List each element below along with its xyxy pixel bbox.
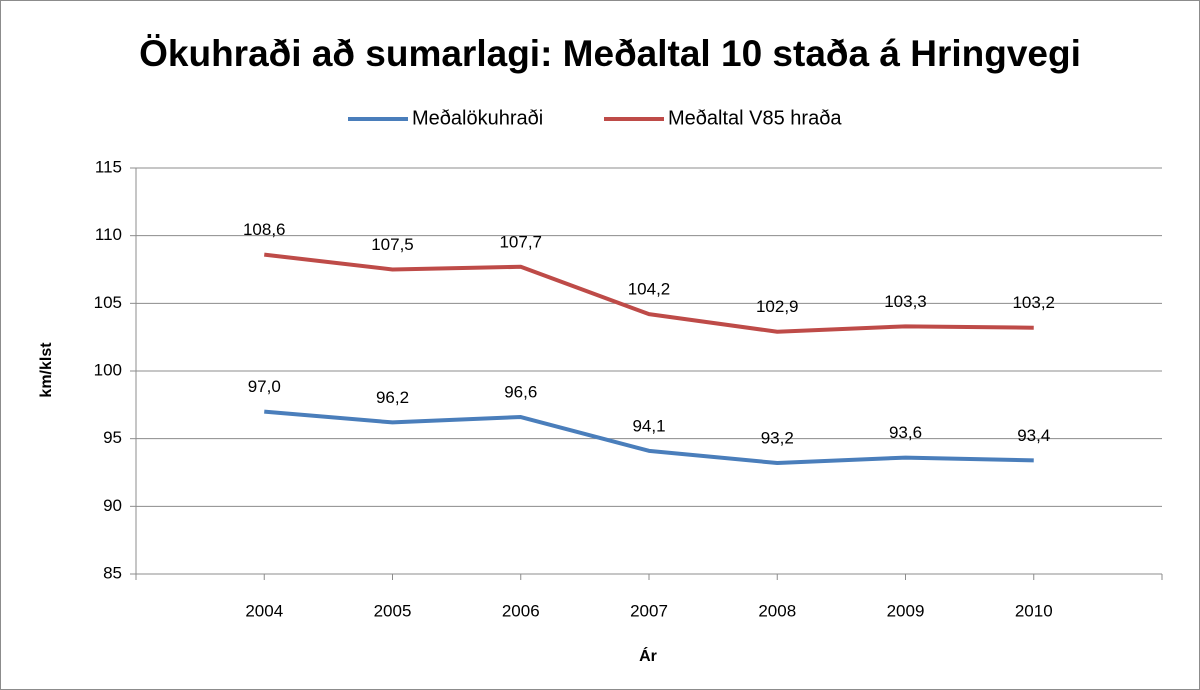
data-label: 108,6 <box>243 220 286 239</box>
series-line <box>264 409 1034 466</box>
chart-title: Ökuhraði að sumarlagi: Meðaltal 10 staða… <box>139 33 1081 74</box>
x-tick-label: 2009 <box>887 601 925 620</box>
series-line <box>264 252 1034 334</box>
legend-label: Meðaltal V85 hraða <box>668 107 842 129</box>
data-label: 102,9 <box>756 297 799 316</box>
data-label: 93,4 <box>1017 426 1050 445</box>
data-label: 104,2 <box>628 280 671 299</box>
x-tick-label: 2004 <box>245 601 283 620</box>
x-tick-label: 2005 <box>374 601 412 620</box>
data-label: 103,3 <box>884 292 927 311</box>
y-tick-label: 110 <box>95 225 122 244</box>
data-label: 107,5 <box>371 235 414 254</box>
y-tick-label: 85 <box>103 563 122 582</box>
x-tick-label: 2007 <box>630 601 668 620</box>
y-tick-label: 90 <box>103 496 122 515</box>
legend-label: Meðalökuhraði <box>412 107 543 129</box>
data-label: 94,1 <box>632 416 665 435</box>
y-tick-label: 115 <box>95 157 122 176</box>
data-label: 96,2 <box>376 388 409 407</box>
x-axis-label: Ár <box>639 646 657 665</box>
y-tick-label: 105 <box>94 293 122 312</box>
x-tick-label: 2008 <box>758 601 796 620</box>
data-label: 97,0 <box>248 377 281 396</box>
y-axis-label: km/klst <box>38 342 55 398</box>
x-tick-label: 2006 <box>502 601 540 620</box>
x-tick-label: 2010 <box>1015 601 1053 620</box>
data-label: 96,6 <box>504 382 537 401</box>
data-label: 107,7 <box>499 232 542 251</box>
data-label: 103,2 <box>1012 293 1055 312</box>
y-tick-label: 100 <box>94 360 122 379</box>
data-label: 93,2 <box>761 429 794 448</box>
data-label: 93,6 <box>889 423 922 442</box>
y-tick-label: 95 <box>103 428 122 447</box>
